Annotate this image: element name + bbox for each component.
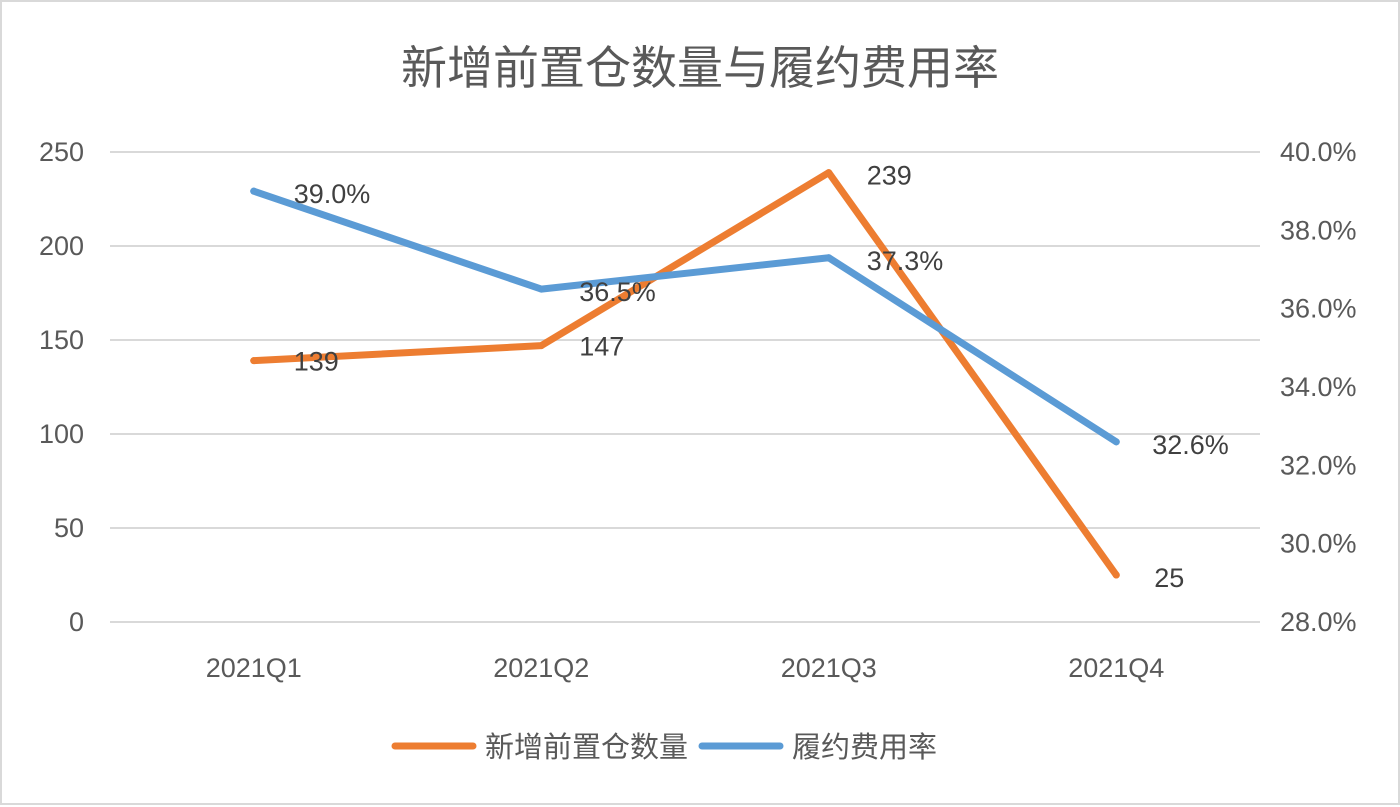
data-labels: 139 147 239 25 39.0% 36.5% 37.3% 32.6%	[294, 161, 1229, 593]
left-tick-label: 250	[39, 137, 84, 167]
series-line	[250, 169, 1120, 579]
left-tick-label: 200	[39, 231, 84, 261]
chart-title: 新增前置仓数量与履约费用率	[401, 41, 999, 95]
data-point	[537, 285, 545, 293]
left-axis-ticks: 0 50 100 150 200 250	[39, 137, 84, 637]
data-label: 32.6%	[1152, 430, 1229, 460]
x-tick-label: 2021Q3	[781, 653, 877, 683]
data-label: 37.3%	[867, 246, 944, 276]
x-axis-ticks: 2021Q1 2021Q2 2021Q3 2021Q4	[206, 653, 1165, 683]
data-point	[537, 342, 545, 350]
data-label: 36.5%	[579, 277, 656, 307]
legend-label: 新增前置仓数量	[485, 730, 688, 764]
right-tick-label: 36.0%	[1280, 294, 1357, 324]
data-point	[250, 187, 258, 195]
data-label: 139	[294, 347, 339, 377]
right-tick-label: 40.0%	[1280, 137, 1357, 167]
data-label: 239	[867, 161, 912, 191]
left-tick-label: 100	[39, 419, 84, 449]
x-tick-label: 2021Q4	[1068, 653, 1164, 683]
gridlines	[110, 151, 1260, 623]
right-tick-label: 34.0%	[1280, 372, 1357, 402]
left-tick-label: 0	[69, 607, 84, 637]
right-tick-label: 30.0%	[1280, 529, 1357, 559]
data-label: 147	[579, 332, 624, 362]
right-tick-label: 38.0%	[1280, 215, 1357, 245]
data-point	[250, 357, 258, 365]
series-line	[250, 187, 1120, 446]
series-layer	[250, 169, 1120, 579]
left-tick-label: 50	[54, 513, 84, 543]
legend-label: 履约费用率	[792, 730, 937, 764]
data-label: 39.0%	[294, 179, 371, 209]
data-label: 25	[1154, 563, 1184, 593]
left-tick-label: 150	[39, 325, 84, 355]
data-point	[825, 254, 833, 262]
data-point	[825, 169, 833, 177]
x-tick-label: 2021Q2	[493, 653, 589, 683]
right-tick-label: 32.0%	[1280, 450, 1357, 480]
legend: 新增前置仓数量 履约费用率	[391, 730, 937, 764]
data-point	[1112, 571, 1120, 579]
right-axis-ticks: 28.0% 30.0% 32.0% 34.0% 36.0% 38.0% 40.0%	[1280, 137, 1357, 637]
x-tick-label: 2021Q1	[206, 653, 302, 683]
data-point	[1112, 438, 1120, 446]
right-tick-label: 28.0%	[1280, 607, 1357, 637]
